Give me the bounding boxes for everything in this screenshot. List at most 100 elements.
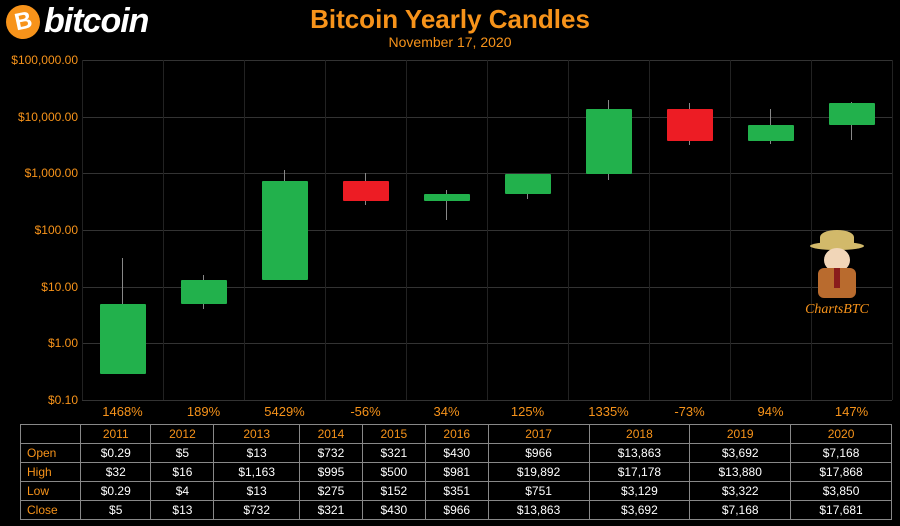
table-cell: $16	[151, 463, 214, 482]
y-axis-label: $10,000.00	[0, 110, 78, 124]
vertical-gridline	[568, 60, 569, 400]
percent-change-row: 1468%189%5429%-56%34%125%1335%-73%94%147…	[82, 404, 892, 422]
table-cell: $430	[425, 444, 488, 463]
vertical-gridline	[244, 60, 245, 400]
vertical-gridline	[406, 60, 407, 400]
chartsbtc-label: ChartsBTC	[792, 302, 882, 318]
table-cell: $0.29	[81, 444, 151, 463]
percent-change-label: -56%	[325, 404, 406, 419]
table-cell: $3,692	[589, 501, 690, 520]
y-axis-label: $10.00	[0, 280, 78, 294]
vertical-gridline	[325, 60, 326, 400]
table-cell: $500	[362, 463, 425, 482]
percent-change-label: 1468%	[82, 404, 163, 419]
ohlc-table: 2011201220132014201520162017201820192020…	[20, 424, 892, 520]
percent-change-label: 147%	[811, 404, 892, 419]
candle-body	[181, 280, 227, 304]
table-row-header: High	[21, 463, 81, 482]
percent-change-label: 94%	[730, 404, 811, 419]
y-axis-label: $0.10	[0, 393, 78, 407]
table-cell: $13	[214, 444, 300, 463]
table-year-header: 2015	[362, 425, 425, 444]
percent-change-label: 189%	[163, 404, 244, 419]
table-cell: $7,168	[690, 501, 791, 520]
candle-body	[667, 109, 713, 142]
vertical-gridline	[82, 60, 83, 400]
table-year-header: 2012	[151, 425, 214, 444]
candle-body	[424, 194, 470, 201]
table-cell: $321	[299, 501, 362, 520]
table-row-header: Low	[21, 482, 81, 501]
table-cell: $13	[214, 482, 300, 501]
percent-change-label: 1335%	[568, 404, 649, 419]
table-cell: $1,163	[214, 463, 300, 482]
table-cell: $13	[151, 501, 214, 520]
table-cell: $7,168	[791, 444, 892, 463]
y-axis-label: $1.00	[0, 336, 78, 350]
vertical-gridline	[487, 60, 488, 400]
horizontal-gridline	[82, 400, 892, 401]
table-cell: $430	[362, 501, 425, 520]
percent-change-label: -73%	[649, 404, 730, 419]
vertical-gridline	[649, 60, 650, 400]
table-cell: $5	[81, 501, 151, 520]
table-year-header: 2019	[690, 425, 791, 444]
table-cell: $17,178	[589, 463, 690, 482]
table-cell: $732	[299, 444, 362, 463]
table-cell: $3,129	[589, 482, 690, 501]
table-cell: $5	[151, 444, 214, 463]
table-year-header: 2020	[791, 425, 892, 444]
y-axis-label: $1,000.00	[0, 166, 78, 180]
table-year-header: 2011	[81, 425, 151, 444]
table-cell: $17,868	[791, 463, 892, 482]
candle-body	[343, 181, 389, 201]
chartsbtc-watermark: ChartsBTC	[792, 230, 882, 318]
table-cell: $3,322	[690, 482, 791, 501]
table-cell: $321	[362, 444, 425, 463]
table-year-header: 2014	[299, 425, 362, 444]
table-row-header: Close	[21, 501, 81, 520]
candle-body	[586, 109, 632, 175]
table-cell: $3,692	[690, 444, 791, 463]
chart-title: Bitcoin Yearly Candles	[0, 4, 900, 35]
table-year-header: 2018	[589, 425, 690, 444]
table-year-header: 2013	[214, 425, 300, 444]
table-row-header: Open	[21, 444, 81, 463]
chartsbtc-mascot-icon	[802, 230, 872, 300]
y-axis-label: $100,000.00	[0, 53, 78, 67]
plot-area	[82, 60, 892, 400]
table-year-header: 2016	[425, 425, 488, 444]
chart-subtitle: November 17, 2020	[0, 34, 900, 50]
percent-change-label: 5429%	[244, 404, 325, 419]
vertical-gridline	[163, 60, 164, 400]
table-year-header: 2017	[488, 425, 589, 444]
table-cell: $13,880	[690, 463, 791, 482]
table-cell: $0.29	[81, 482, 151, 501]
table-cell: $275	[299, 482, 362, 501]
candle-body	[829, 103, 875, 125]
table-cell: $3,850	[791, 482, 892, 501]
table-cell: $995	[299, 463, 362, 482]
table-cell: $732	[214, 501, 300, 520]
table-cell: $13,863	[589, 444, 690, 463]
table-cell: $351	[425, 482, 488, 501]
candle-body	[262, 181, 308, 280]
candle-body	[100, 304, 146, 374]
table-cell: $13,863	[488, 501, 589, 520]
table-cell: $17,681	[791, 501, 892, 520]
vertical-gridline	[730, 60, 731, 400]
percent-change-label: 34%	[406, 404, 487, 419]
table-cell: $751	[488, 482, 589, 501]
percent-change-label: 125%	[487, 404, 568, 419]
table-cell: $19,892	[488, 463, 589, 482]
candle-body	[748, 125, 794, 141]
candle-body	[505, 174, 551, 194]
table-cell: $981	[425, 463, 488, 482]
table-cell: $4	[151, 482, 214, 501]
table-cell: $966	[425, 501, 488, 520]
table-cell: $966	[488, 444, 589, 463]
vertical-gridline	[892, 60, 893, 400]
y-axis-label: $100.00	[0, 223, 78, 237]
table-cell: $152	[362, 482, 425, 501]
table-cell: $32	[81, 463, 151, 482]
